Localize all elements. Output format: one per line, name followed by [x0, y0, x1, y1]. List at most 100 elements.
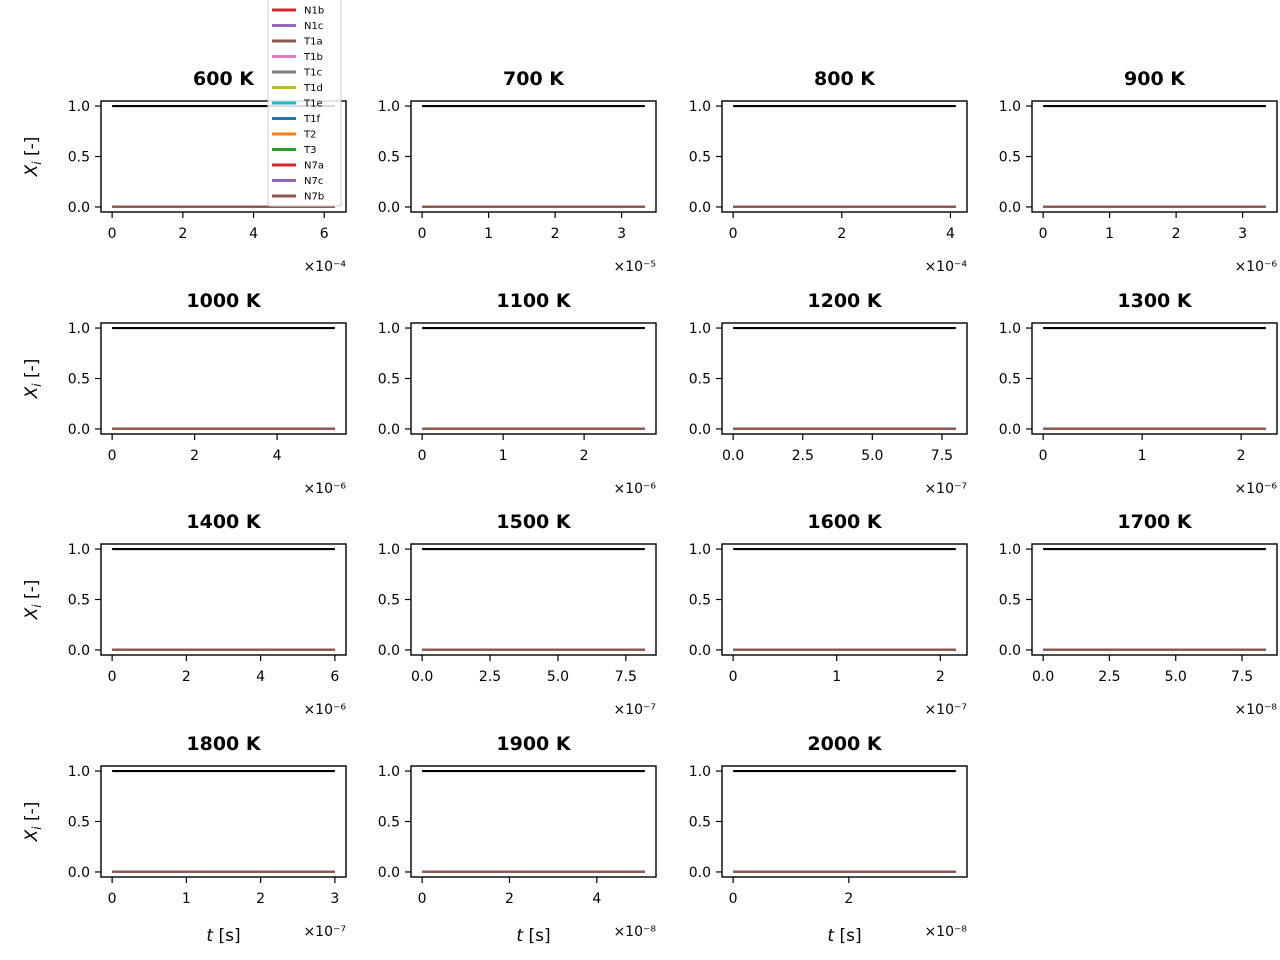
x-tick-label: 4: [592, 891, 601, 907]
x-tick-label: 2: [837, 226, 846, 242]
y-tick-label: 1.0: [378, 321, 400, 337]
y-tick-label: 0.5: [999, 150, 1021, 166]
legend: N1b N1c T1a T1b T1c T1d T1e T1f T2 T3 N7a N7c N7b: [267, 0, 342, 207]
legend-label-T3: T3: [303, 145, 316, 156]
x-tick-label: 1: [484, 226, 493, 242]
panel-15: 2000 K 0.0 0.5 1.0 0 2 ×10⁻⁸ t [s]: [689, 733, 968, 946]
y-tick-label: 1.0: [999, 99, 1021, 115]
panel-3: 800 K 0.0 0.5 1.0 0 2 4 ×10⁻⁴: [689, 68, 968, 275]
y-tick-label: 0.0: [68, 200, 90, 216]
panel-1: 600 K 0.0 0.5 1.0 0 2 4 6 ×10⁻⁴ Xi [-]: [22, 68, 347, 275]
y-tick-label: 1.0: [378, 542, 400, 558]
axes-frame: [410, 100, 657, 213]
x-tick-label: 2: [844, 891, 853, 907]
y-tick-label: 0.0: [689, 865, 711, 881]
x-tick-label: 2.5: [1098, 669, 1120, 685]
x-offset-label: ×10⁻⁴: [303, 259, 346, 275]
panel-title: 1400 K: [186, 511, 261, 533]
x-offset-label: ×10⁻⁶: [303, 481, 346, 497]
y-tick-label: 0.5: [689, 815, 711, 831]
panel-10: 1500 K 0.0 0.5 1.0 0.0 2.5 5.0 7.5 ×10⁻⁷: [378, 511, 657, 718]
x-tick-label: 4: [256, 669, 265, 685]
y-tick-label: 1.0: [68, 764, 90, 780]
y-tick-label: 0.5: [689, 150, 711, 166]
panel-title: 700 K: [503, 68, 565, 90]
x-tick-label: 4: [249, 226, 258, 242]
panel-title: 600 K: [193, 68, 255, 90]
y-tick-label: 0.0: [378, 200, 400, 216]
legend-label-N7c: N7c: [304, 176, 323, 187]
legend-label-T1b: T1b: [303, 52, 323, 63]
x-tick-label: 0: [418, 448, 427, 464]
x-tick-label: 3: [1238, 226, 1247, 242]
x-tick-label: 2: [936, 669, 945, 685]
y-tick-label: 1.0: [68, 542, 90, 558]
x-tick-label: 0: [108, 448, 117, 464]
y-tick-label: 1.0: [689, 764, 711, 780]
y-tick-label: 0.5: [378, 372, 400, 388]
y-tick-label: 0.5: [68, 150, 90, 166]
x-offset-label: ×10⁻⁶: [613, 481, 656, 497]
y-tick-label: 0.5: [689, 372, 711, 388]
axes-frame: [721, 765, 968, 878]
y-tick-label: 0.0: [68, 865, 90, 881]
y-tick-label: 0.5: [68, 815, 90, 831]
x-tick-label: 2: [182, 669, 191, 685]
panel-title: 800 K: [814, 68, 876, 90]
x-tick-label: 2: [178, 226, 187, 242]
axes-frame: [100, 322, 347, 435]
panel-11: 1600 K 0.0 0.5 1.0 0 1 2 ×10⁻⁷: [689, 511, 968, 718]
x-tick-label: 0: [418, 226, 427, 242]
panel-title: 1800 K: [186, 733, 261, 755]
x-tick-label: 2: [1237, 448, 1246, 464]
legend-label-T2: T2: [303, 130, 316, 141]
x-offset-label: ×10⁻⁷: [924, 702, 967, 718]
y-tick-label: 1.0: [378, 99, 400, 115]
axes-frame: [100, 543, 347, 656]
y-tick-label: 1.0: [999, 542, 1021, 558]
y-tick-label: 0.0: [378, 643, 400, 659]
x-offset-label: ×10⁻⁶: [1234, 481, 1277, 497]
y-tick-label: 0.0: [68, 422, 90, 438]
panel-title: 900 K: [1124, 68, 1186, 90]
panel-8: 1300 K 0.0 0.5 1.0 0 1 2 ×10⁻⁶: [999, 290, 1278, 497]
x-tick-label: 6: [330, 669, 339, 685]
legend-box: [267, 0, 342, 207]
axes-frame: [721, 322, 968, 435]
panel-title: 1900 K: [496, 733, 571, 755]
axes-frame: [410, 543, 657, 656]
y-axis-label: Xi [-]: [22, 802, 44, 843]
x-tick-label: 2: [1172, 226, 1181, 242]
panel-7: 1200 K 0.0 0.5 1.0 0.0 2.5 5.0 7.5 ×10⁻⁷: [689, 290, 968, 497]
x-tick-label: 2: [505, 891, 514, 907]
y-tick-label: 0.0: [999, 422, 1021, 438]
y-tick-label: 0.0: [378, 865, 400, 881]
y-tick-label: 0.0: [689, 422, 711, 438]
x-axis-label: t [s]: [516, 926, 550, 946]
y-tick-label: 1.0: [689, 542, 711, 558]
legend-label-T1a: T1a: [303, 37, 323, 48]
x-tick-label: 5.0: [861, 448, 883, 464]
y-tick-label: 1.0: [68, 321, 90, 337]
axes-frame: [1031, 100, 1278, 213]
panel-6: 1100 K 0.0 0.5 1.0 0 1 2 ×10⁻⁶: [378, 290, 657, 497]
y-tick-label: 1.0: [999, 321, 1021, 337]
x-tick-label: 2: [551, 226, 560, 242]
y-tick-label: 0.5: [378, 593, 400, 609]
panel-4: 900 K 0.0 0.5 1.0 0 1 2 3 ×10⁻⁶: [999, 68, 1278, 275]
x-tick-label: 7.5: [615, 669, 637, 685]
x-tick-label: 5.0: [1165, 669, 1187, 685]
y-tick-label: 0.5: [999, 593, 1021, 609]
y-tick-label: 0.5: [378, 150, 400, 166]
y-tick-label: 0.5: [999, 372, 1021, 388]
y-tick-label: 0.5: [68, 593, 90, 609]
x-tick-label: 1: [832, 669, 841, 685]
legend-label-T1d: T1d: [303, 83, 323, 94]
y-tick-label: 0.0: [999, 200, 1021, 216]
panel-5: 1000 K 0.0 0.5 1.0 0 2 4 ×10⁻⁶ Xi [-]: [22, 290, 347, 497]
y-tick-label: 0.0: [689, 200, 711, 216]
x-offset-label: ×10⁻⁴: [924, 259, 967, 275]
x-offset-label: ×10⁻⁶: [1234, 259, 1277, 275]
axes-frame: [410, 322, 657, 435]
